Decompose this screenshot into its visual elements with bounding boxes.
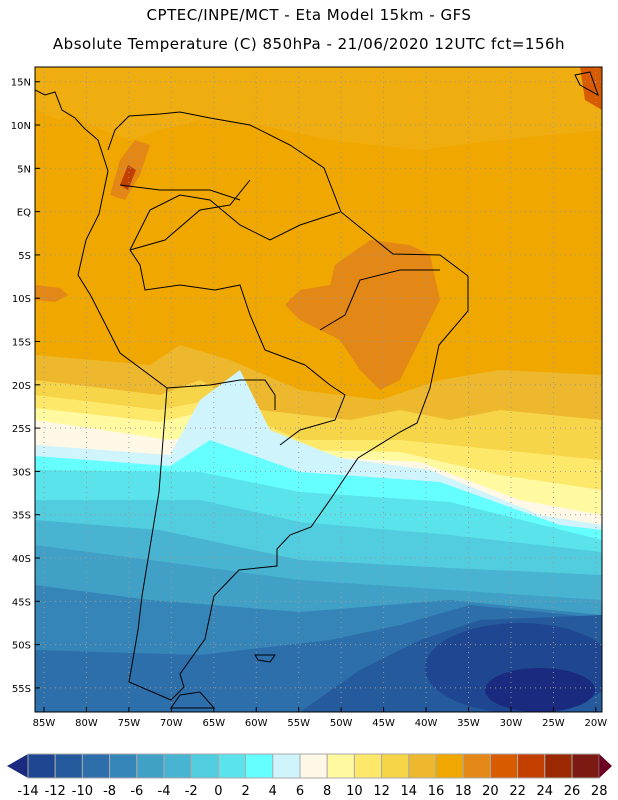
lon-label: 40W bbox=[415, 718, 438, 729]
lon-label: 45W bbox=[372, 718, 395, 729]
lon-label: 65W bbox=[202, 718, 225, 729]
colorbar-label: 6 bbox=[296, 784, 304, 799]
chart-title: CPTEC/INPE/MCT - Eta Model 15km - GFS bbox=[146, 6, 472, 24]
lat-label: 35S bbox=[12, 511, 31, 522]
grid-lines bbox=[35, 67, 602, 712]
field-andes-hot bbox=[120, 165, 136, 190]
colorbar-label: 8 bbox=[323, 784, 331, 799]
colorbar-label: 24 bbox=[537, 784, 554, 799]
lat-label: 25S bbox=[12, 424, 31, 435]
atlantic-islands bbox=[574, 71, 599, 97]
latitude-labels: 15N 10N 5N EQ 5S 10S 15S 20S 25S 30S 35S 40S 45S 50S 5… bbox=[11, 78, 31, 695]
lat-label: 30S bbox=[12, 467, 31, 478]
colorbar-swatch bbox=[435, 753, 464, 779]
south-america-coast bbox=[35, 89, 469, 701]
map-frame bbox=[34, 66, 603, 713]
colorbar-label: -14 bbox=[17, 784, 38, 799]
colorbar-label: 14 bbox=[401, 784, 418, 799]
colorbar-swatch bbox=[544, 753, 573, 779]
colorbar-under-arrow bbox=[7, 754, 28, 778]
colorbar-label: 16 bbox=[428, 784, 445, 799]
colorbar-swatch bbox=[109, 753, 138, 779]
colorbar-swatch bbox=[408, 753, 437, 779]
colorbar-swatch bbox=[571, 753, 600, 779]
lon-label: 75W bbox=[118, 718, 141, 729]
colorbar-label: -8 bbox=[103, 784, 116, 799]
colorbar-label: -12 bbox=[45, 784, 66, 799]
lon-label: 70W bbox=[160, 718, 183, 729]
lat-label: 5N bbox=[17, 164, 31, 175]
colorbar-swatch bbox=[381, 753, 410, 779]
colorbar-label: 0 bbox=[214, 784, 222, 799]
colorbar-over-arrow bbox=[599, 754, 612, 778]
colorbar-label: -10 bbox=[72, 784, 93, 799]
colorbar-swatch bbox=[489, 753, 519, 779]
lat-label: 10S bbox=[12, 294, 31, 305]
lon-label: 80W bbox=[75, 718, 98, 729]
temperature-field bbox=[35, 67, 602, 712]
lon-label: 20W bbox=[585, 718, 608, 729]
colorbar-label: 20 bbox=[482, 784, 499, 799]
colorbar-swatch bbox=[27, 753, 56, 779]
colorbar-swatch bbox=[81, 753, 111, 779]
colorbar-swatch bbox=[245, 753, 274, 779]
colorbar-label: 28 bbox=[591, 784, 608, 799]
colorbar-swatch bbox=[299, 753, 328, 779]
field-top-light bbox=[35, 67, 602, 150]
lat-label: 5S bbox=[18, 251, 31, 262]
longitude-labels: 85W 80W 75W 70W 65W 60W 55W 50W 45W 40W 35W 30W 25W 2… bbox=[33, 718, 608, 729]
colorbar-label: 12 bbox=[373, 784, 390, 799]
field-below-m14 bbox=[485, 668, 595, 712]
lon-label: 35W bbox=[457, 718, 480, 729]
lon-label: 50W bbox=[330, 718, 353, 729]
tierra-del-fuego bbox=[170, 691, 216, 709]
colorbar: -14 -12 -10 -8 -6 -4 -2 0 2 4 6 8 10 12 14 16 18 20 22 24 26… bbox=[7, 753, 612, 799]
coastlines bbox=[35, 71, 599, 709]
lon-label: 85W bbox=[33, 718, 56, 729]
colorbar-label: -6 bbox=[130, 784, 143, 799]
colorbar-label: 4 bbox=[269, 784, 277, 799]
field-brazil-warm bbox=[285, 240, 440, 390]
lat-label: 50S bbox=[12, 641, 31, 652]
colorbar-swatch bbox=[163, 753, 192, 779]
colorbar-label: -2 bbox=[185, 784, 198, 799]
lat-label: 15S bbox=[12, 338, 31, 349]
lon-label: 25W bbox=[542, 718, 565, 729]
lat-label: 55S bbox=[12, 684, 31, 695]
lat-label: 15N bbox=[11, 78, 31, 89]
country-borders-brazil bbox=[129, 194, 346, 446]
colorbar-swatch bbox=[462, 753, 491, 779]
lat-label: 20S bbox=[12, 381, 31, 392]
colorbar-swatch bbox=[217, 753, 247, 779]
colorbar-swatch bbox=[190, 753, 219, 779]
colorbar-label: 2 bbox=[241, 784, 249, 799]
colorbar-label: 26 bbox=[564, 784, 581, 799]
colorbar-swatch bbox=[517, 753, 546, 779]
field-pacific-warm bbox=[35, 285, 68, 302]
colorbar-label: 18 bbox=[455, 784, 472, 799]
lat-label: EQ bbox=[17, 208, 31, 219]
falklands bbox=[254, 654, 276, 663]
country-borders-south bbox=[166, 379, 276, 410]
chart-subtitle: Absolute Temperature (C) 850hPa - 21/06/… bbox=[52, 35, 566, 53]
colorbar-swatch bbox=[353, 753, 383, 779]
colorbar-label: 10 bbox=[346, 784, 363, 799]
colorbar-swatch bbox=[326, 753, 355, 779]
lat-label: 40S bbox=[12, 554, 31, 565]
lat-label: 10N bbox=[11, 121, 31, 132]
colorbar-label: 22 bbox=[509, 784, 526, 799]
colorbar-swatch bbox=[272, 753, 301, 779]
lat-label: 45S bbox=[12, 597, 31, 608]
lon-label: 30W bbox=[500, 718, 523, 729]
lon-label: 60W bbox=[245, 718, 268, 729]
colorbar-swatch bbox=[136, 753, 165, 779]
colorbar-swatch bbox=[54, 753, 83, 779]
internal-borders bbox=[119, 179, 440, 331]
lon-label: 55W bbox=[287, 718, 310, 729]
colorbar-label: -4 bbox=[158, 784, 171, 799]
field-atlantic-hot bbox=[580, 67, 602, 110]
